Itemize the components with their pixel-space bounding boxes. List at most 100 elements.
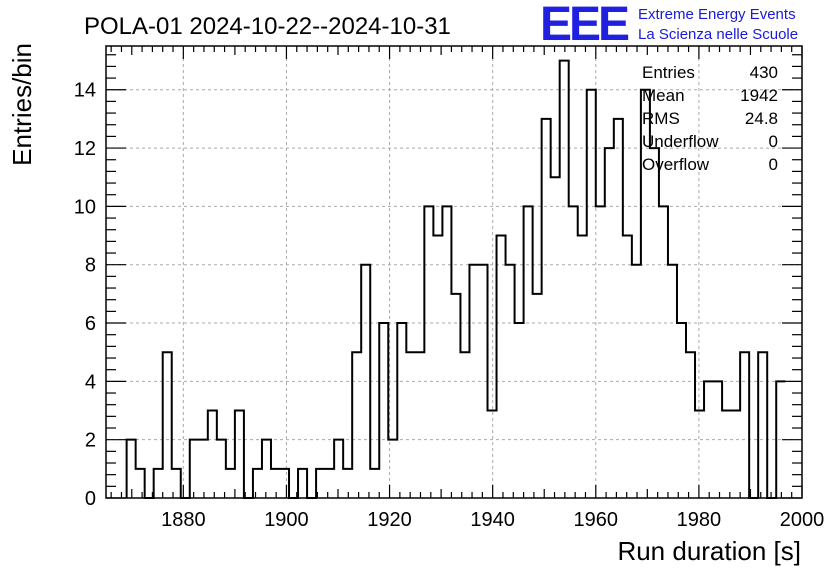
histogram-bin bbox=[686, 352, 695, 498]
histogram-bin bbox=[605, 148, 614, 498]
plot-frame bbox=[105, 45, 803, 499]
histogram-bin bbox=[280, 469, 289, 498]
histogram-bin bbox=[587, 90, 596, 498]
stats-label: Overflow bbox=[642, 155, 710, 174]
histogram-bin bbox=[208, 411, 217, 498]
histogram-bin bbox=[433, 236, 442, 498]
histogram-step-line bbox=[125, 59, 786, 499]
axis-ticks bbox=[106, 46, 803, 499]
grid bbox=[106, 46, 802, 498]
histogram-bin bbox=[677, 323, 686, 498]
histogram-bin bbox=[614, 119, 623, 498]
stats-value: 430 bbox=[750, 63, 778, 82]
tick-labels: 1880 1900 1920 1940 1960 1980 2000 0 2 4 6 8 10 12 14 bbox=[74, 80, 825, 531]
stats-label: Underflow bbox=[642, 132, 719, 151]
y-tick-label: 6 bbox=[85, 313, 96, 335]
histogram-bin bbox=[379, 323, 388, 498]
histogram-bin bbox=[488, 411, 497, 498]
logo-mark: EEE bbox=[540, 0, 629, 51]
histogram-bin bbox=[370, 469, 379, 498]
histogram-bin bbox=[226, 469, 235, 498]
stats-value: 0 bbox=[769, 155, 778, 174]
histogram-bin bbox=[361, 265, 370, 498]
histogram-bin bbox=[542, 119, 551, 498]
histogram-bin bbox=[578, 236, 587, 498]
histogram-bin bbox=[569, 206, 578, 498]
histogram-bin bbox=[722, 411, 731, 498]
stats-box: Entries 430 Mean 1942 RMS 24.8 Underflow 0 Overf… bbox=[642, 63, 778, 174]
eee-logo: EEE Extreme Energy Events La Scienza nel… bbox=[540, 0, 798, 51]
histogram-bin bbox=[190, 440, 199, 498]
histogram-bin bbox=[298, 469, 307, 498]
histogram-bin bbox=[469, 265, 478, 498]
histogram-bin bbox=[127, 440, 136, 498]
logo-line-1: Extreme Energy Events bbox=[638, 6, 796, 23]
y-tick-label: 0 bbox=[85, 488, 96, 510]
histogram-bin bbox=[352, 352, 361, 498]
y-axis-title: Entries/bin bbox=[7, 43, 37, 166]
histogram-bin bbox=[325, 469, 334, 498]
y-tick-label: 12 bbox=[74, 138, 96, 160]
histogram-bin bbox=[442, 206, 451, 498]
logo-line-2: La Scienza nelle Scuole bbox=[638, 26, 798, 43]
x-tick-label: 1980 bbox=[677, 509, 722, 531]
histogram-bin bbox=[704, 381, 713, 498]
stats-label: Entries bbox=[642, 63, 695, 82]
histogram-bin bbox=[334, 440, 343, 498]
histogram-bin bbox=[758, 352, 767, 498]
x-tick-label: 1960 bbox=[574, 509, 619, 531]
stats-value: 24.8 bbox=[745, 109, 778, 128]
y-tick-label: 4 bbox=[85, 371, 96, 393]
histogram-bin bbox=[415, 352, 424, 498]
histogram-bin bbox=[596, 206, 605, 498]
histogram-bin bbox=[560, 61, 569, 498]
histogram-bin bbox=[451, 294, 460, 498]
histogram-bin bbox=[460, 352, 469, 498]
histogram-bin bbox=[406, 352, 415, 498]
histogram-bin bbox=[217, 440, 226, 498]
stats-label: Mean bbox=[642, 86, 685, 105]
histogram-bin bbox=[478, 265, 487, 498]
x-tick-label: 1880 bbox=[161, 509, 206, 531]
histogram-bin bbox=[515, 323, 524, 498]
histogram-bin bbox=[262, 440, 271, 498]
stats-value: 0 bbox=[769, 132, 778, 151]
histogram-bin bbox=[343, 469, 352, 498]
histogram-bin bbox=[424, 206, 433, 498]
histogram-bin bbox=[632, 265, 641, 498]
stats-label: RMS bbox=[642, 109, 680, 128]
histogram-bin bbox=[199, 440, 208, 498]
x-tick-label: 1940 bbox=[470, 509, 515, 531]
histogram-bin bbox=[551, 177, 560, 498]
histogram-bin bbox=[659, 206, 668, 498]
x-tick-label: 1920 bbox=[367, 509, 412, 531]
y-tick-label: 14 bbox=[74, 80, 96, 102]
histogram-bin bbox=[524, 206, 533, 498]
x-axis-title: Run duration [s] bbox=[617, 536, 801, 566]
histogram-bin bbox=[253, 469, 262, 498]
histogram-bin bbox=[163, 352, 172, 498]
histogram-bin bbox=[695, 411, 704, 498]
histogram-bins bbox=[127, 61, 786, 498]
histogram-bin bbox=[235, 411, 244, 498]
y-tick-label: 2 bbox=[85, 430, 96, 452]
histogram-bin bbox=[497, 236, 506, 498]
histogram-bin bbox=[650, 148, 659, 498]
histogram-bin bbox=[623, 236, 632, 498]
histogram-bin bbox=[713, 381, 722, 498]
histogram-bin bbox=[271, 469, 280, 498]
histogram-bin bbox=[533, 294, 542, 498]
histogram-bin bbox=[740, 352, 749, 498]
stats-value: 1942 bbox=[740, 86, 778, 105]
histogram-bin bbox=[731, 411, 740, 498]
histogram-bin bbox=[506, 265, 515, 498]
histogram-bin bbox=[154, 469, 163, 498]
chart-title: POLA-01 2024-10-22--2024-10-31 bbox=[84, 13, 451, 40]
histogram-bin bbox=[397, 323, 406, 498]
y-tick-label: 10 bbox=[74, 196, 96, 218]
histogram-bin bbox=[136, 469, 145, 498]
x-tick-label: 1900 bbox=[264, 509, 309, 531]
x-tick-label: 2000 bbox=[780, 509, 825, 531]
histogram-bin bbox=[668, 265, 677, 498]
